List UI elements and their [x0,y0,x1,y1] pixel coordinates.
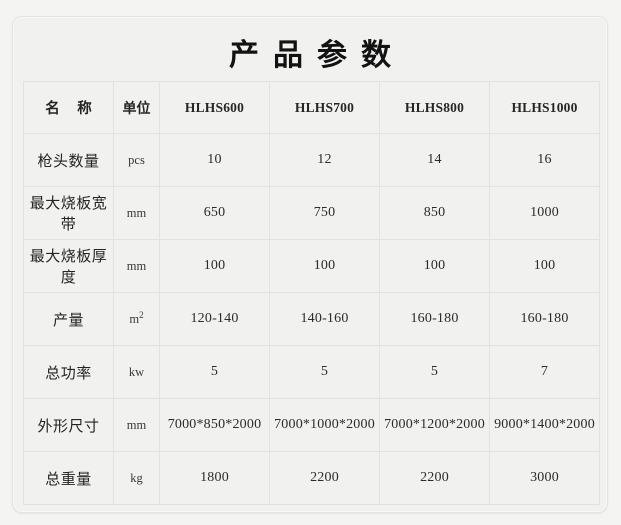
unit-text: kw [128,364,145,379]
table-row: 总功率 kw 5 5 5 7 [23,345,600,399]
table-row: 最大烧板厚度 mm 100 100 100 100 [23,239,600,293]
column-header-hlhs700: HLHS700 [269,81,380,134]
cell-hlhs600: 5 [159,345,270,399]
cell-hlhs600: 120-140 [159,292,270,346]
row-unit: mm [113,239,160,293]
unit-text: m [129,311,140,326]
unit-superscript: 2 [139,309,144,320]
row-unit: kg [113,451,160,505]
table-header-row: 名 称 单位 HLHS600 HLHS700 HLHS800 HLHS1000 [23,81,600,134]
table-row: 总重量 kg 1800 2200 2200 3000 [23,451,600,505]
row-unit: pcs [113,133,160,187]
cell-hlhs1000: 7 [489,345,600,399]
spec-card: 产品参数 名 称 单位 HLHS600 HLHS700 [12,16,608,513]
table-row: 最大烧板宽带 mm 650 750 850 1000 [23,186,600,240]
unit-text: mm [126,417,147,432]
row-unit: mm [113,186,160,240]
row-label: 枪头数量 [23,133,114,187]
page-title: 产品参数 [229,38,405,73]
cell-hlhs1000: 9000*1400*2000 [489,398,600,452]
cell-hlhs800: 160-180 [379,292,490,346]
table-row: 枪头数量 pcs 10 12 14 16 [23,133,600,187]
cell-hlhs700: 100 [269,239,380,293]
table-body: 枪头数量 pcs 10 12 14 16 最大烧板宽带 mm 650 750 850 1000 最大烧板… [23,133,600,505]
unit-text: kg [130,470,143,485]
unit-text: mm [126,258,147,273]
cell-hlhs700: 2200 [269,451,380,505]
cell-hlhs1000: 100 [489,239,600,293]
spec-table: 名 称 单位 HLHS600 HLHS700 HLHS800 HLHS1000 … [23,81,600,505]
cell-hlhs800: 100 [379,239,490,293]
row-unit: m2 [113,292,160,346]
cell-hlhs600: 10 [159,133,270,187]
unit-text: mm [126,205,147,220]
cell-hlhs700: 12 [269,133,380,187]
column-header-unit: 单位 [113,81,160,134]
cell-hlhs600: 650 [159,186,270,240]
cell-hlhs800: 7000*1200*2000 [379,398,490,452]
row-label: 产量 [23,292,114,346]
column-header-hlhs600: HLHS600 [159,81,270,134]
spec-table-container: 名 称 单位 HLHS600 HLHS700 HLHS800 HLHS1000 … [23,81,600,505]
row-unit: kw [113,345,160,399]
row-label: 最大烧板厚度 [23,239,114,293]
cell-hlhs600: 100 [159,239,270,293]
cell-hlhs700: 140-160 [269,292,380,346]
table-header: 名 称 单位 HLHS600 HLHS700 HLHS800 HLHS1000 [23,81,600,134]
cell-hlhs1000: 1000 [489,186,600,240]
cell-hlhs700: 7000*1000*2000 [269,398,380,452]
cell-hlhs700: 750 [269,186,380,240]
cell-hlhs800: 5 [379,345,490,399]
cell-hlhs800: 850 [379,186,490,240]
column-header-hlhs1000: HLHS1000 [489,81,600,134]
cell-hlhs1000: 16 [489,133,600,187]
cell-hlhs800: 2200 [379,451,490,505]
cell-hlhs600: 7000*850*2000 [159,398,270,452]
column-header-hlhs800: HLHS800 [379,81,490,134]
cell-hlhs600: 1800 [159,451,270,505]
row-unit: mm [113,398,160,452]
row-label: 总重量 [23,451,114,505]
row-label: 最大烧板宽带 [23,186,114,240]
cell-hlhs1000: 160-180 [489,292,600,346]
table-row: 产量 m2 120-140 140-160 160-180 160-180 [23,292,600,346]
row-label: 外形尺寸 [23,398,114,452]
cell-hlhs700: 5 [269,345,380,399]
row-label: 总功率 [23,345,114,399]
table-row: 外形尺寸 mm 7000*850*2000 7000*1000*2000 7000*12… [23,398,600,452]
cell-hlhs800: 14 [379,133,490,187]
unit-text: pcs [128,152,145,167]
column-header-name: 名 称 [23,81,114,134]
cell-hlhs1000: 3000 [489,451,600,505]
